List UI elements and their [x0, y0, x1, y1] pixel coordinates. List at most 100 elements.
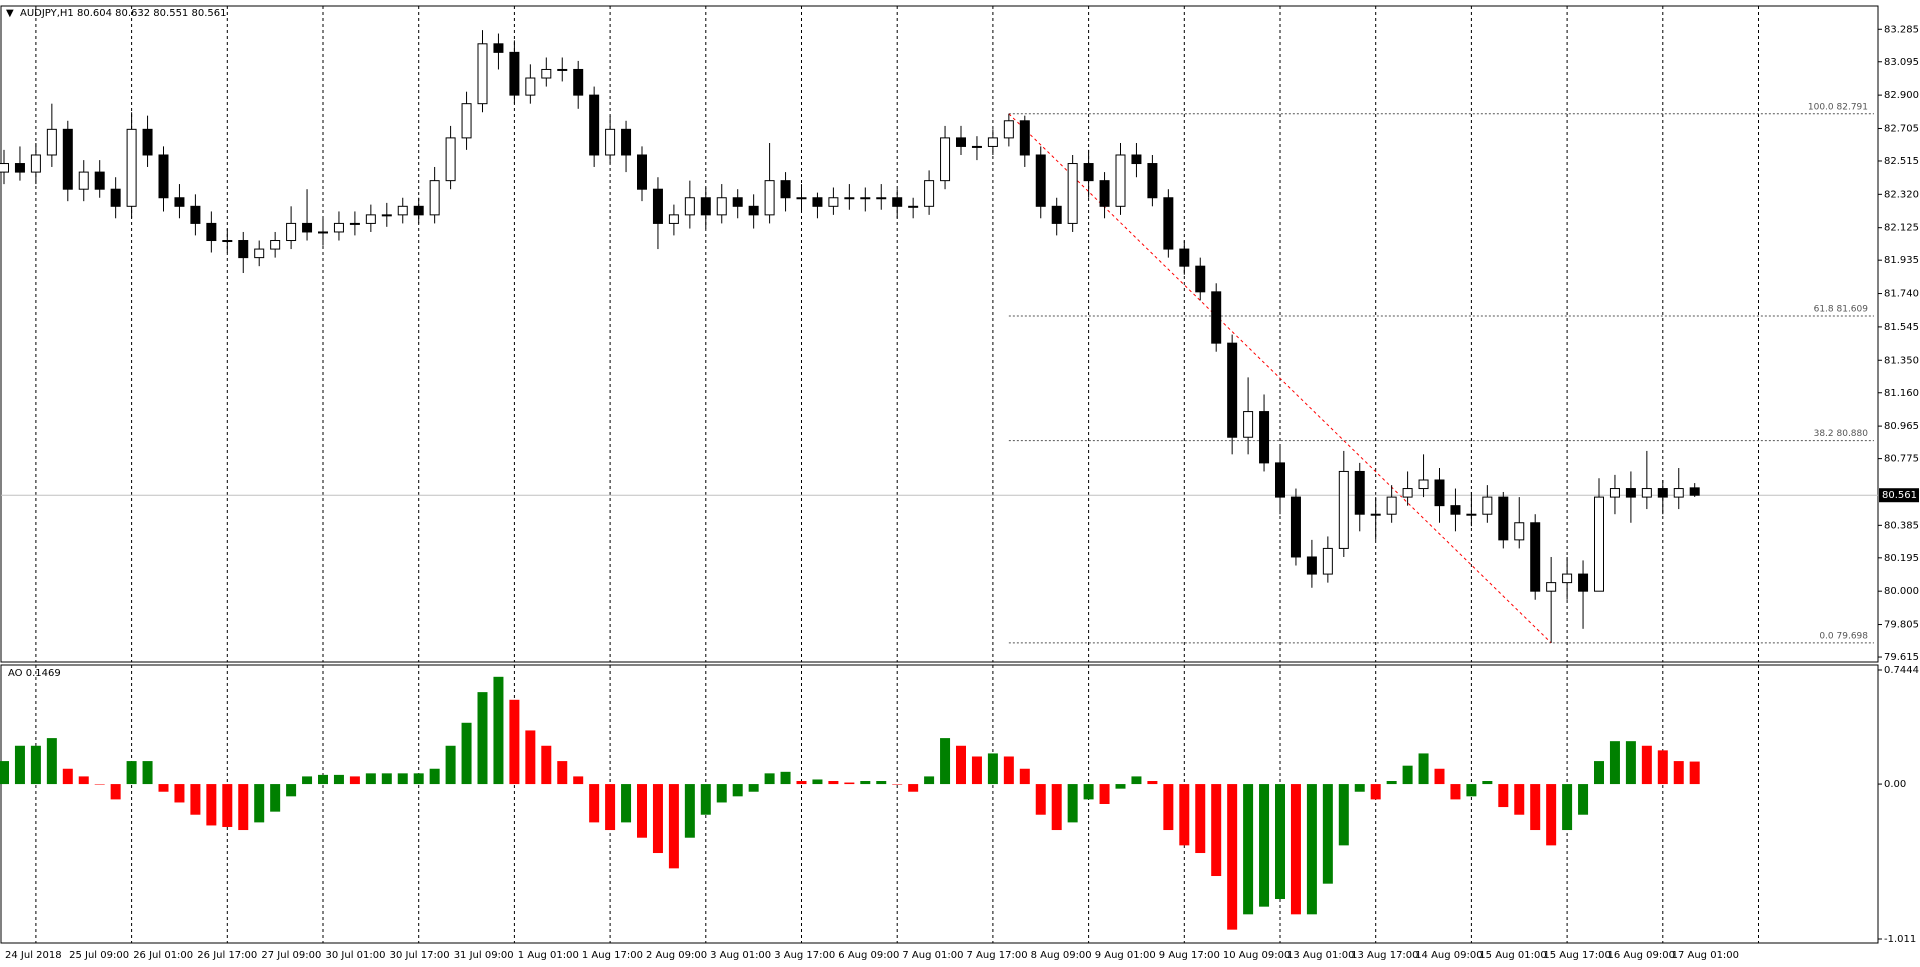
candle-body [1019, 120, 1030, 156]
ao-bar [126, 761, 137, 785]
fib-label: 0.0 79.698 [1819, 631, 1868, 641]
candle-body [940, 137, 951, 182]
candle-body [78, 171, 89, 190]
ao-bar [796, 781, 807, 785]
ao-bar [732, 784, 743, 797]
candle-body [509, 51, 520, 96]
candle-body [1147, 163, 1158, 199]
x-tick-label: 10 Aug 09:00 [1223, 950, 1290, 961]
candle-body [828, 197, 839, 207]
x-tick-label: 7 Aug 01:00 [902, 950, 963, 961]
x-tick-label: 9 Aug 01:00 [1095, 950, 1156, 961]
ao-bar [110, 784, 121, 800]
y-tick-label: 83.285 [1884, 24, 1919, 35]
ao-bar [1290, 784, 1301, 915]
candle-body [668, 214, 679, 224]
candle-body [1402, 488, 1413, 498]
candle-body [142, 128, 153, 156]
ao-bar [1131, 776, 1142, 785]
candle-body [541, 68, 552, 79]
candle-body [1163, 197, 1174, 250]
candle-body [190, 205, 201, 224]
candle-body [700, 197, 711, 216]
ao-bar [1625, 741, 1636, 785]
y-tick-label: 82.515 [1884, 156, 1919, 167]
y-tick-label: 82.705 [1884, 123, 1919, 134]
ao-bar [621, 784, 632, 823]
candle-body [621, 128, 632, 156]
candle-body [413, 205, 424, 216]
ao-bar [14, 745, 25, 785]
candle-body [1259, 411, 1270, 464]
y-tick-label: 80.965 [1884, 421, 1919, 432]
candle-body [254, 248, 265, 259]
x-tick-label: 3 Aug 17:00 [774, 950, 835, 961]
ao-tick-label: 0.00 [1884, 779, 1906, 790]
candle-body [684, 197, 695, 216]
candle-body [1641, 488, 1652, 498]
candle-body [1625, 488, 1636, 498]
ao-bar [1450, 784, 1461, 800]
ao-bar [0, 761, 9, 785]
ao-bar [1498, 784, 1509, 808]
candle-body [1338, 470, 1349, 549]
candle-body [956, 137, 966, 147]
ao-bar [1003, 756, 1014, 785]
candle-body [302, 222, 313, 233]
candle-body [94, 171, 105, 190]
x-tick-label: 13 Aug 17:00 [1351, 950, 1418, 961]
y-tick-label: 81.740 [1884, 289, 1919, 300]
x-tick-label: 1 Aug 17:00 [582, 950, 643, 961]
ao-bar [764, 773, 775, 785]
ao-bar [493, 676, 504, 785]
ao-bar [844, 782, 855, 785]
candle-body [349, 222, 360, 225]
x-tick-label: 9 Aug 17:00 [1159, 950, 1220, 961]
menu-arrow[interactable]: ▼ [6, 8, 14, 19]
ao-bar [333, 774, 344, 785]
y-tick-label: 80.385 [1884, 520, 1919, 531]
x-tick-label: 8 Aug 09:00 [1031, 950, 1092, 961]
ao-bar [652, 784, 663, 854]
y-tick-label: 80.000 [1884, 586, 1919, 597]
ao-bar [1051, 784, 1062, 831]
ao-bar [477, 692, 488, 785]
ao-bar [1594, 761, 1604, 785]
candle-body [732, 197, 743, 207]
candle-body [971, 145, 982, 148]
candle-body [1514, 522, 1525, 541]
ao-panel [0, 664, 1879, 944]
ao-bar [876, 781, 887, 785]
ao-bar [1019, 768, 1030, 785]
candle-body [318, 231, 328, 234]
ao-bar [142, 761, 153, 785]
ao-bar [222, 784, 233, 827]
x-tick-label: 31 Jul 09:00 [454, 950, 514, 961]
ao-bar [637, 784, 647, 838]
candle-body [1131, 154, 1142, 165]
candle-body [429, 180, 440, 216]
ao-bar [302, 776, 313, 785]
ao-bar [1673, 761, 1684, 785]
ao-bar [1402, 765, 1413, 785]
x-tick-label: 30 Jul 17:00 [390, 950, 450, 961]
candle-body [1498, 496, 1509, 541]
y-tick-label: 81.935 [1884, 255, 1919, 266]
candle-body [365, 214, 376, 224]
fib-label: 100.0 82.791 [1808, 102, 1868, 112]
candle-body [605, 128, 616, 156]
ao-bar [1641, 745, 1652, 785]
ao-bar [1530, 784, 1541, 831]
candle-body [14, 163, 25, 173]
x-tick-label: 13 Aug 01:00 [1287, 950, 1354, 961]
candle-body [158, 154, 169, 199]
ao-tick-label: -1.011 [1884, 934, 1916, 945]
y-tick-label: 82.125 [1884, 223, 1919, 234]
ao-bar [1211, 784, 1222, 877]
candle-body [748, 205, 759, 216]
ao-bar [286, 784, 297, 797]
ao-bar [1275, 784, 1285, 900]
